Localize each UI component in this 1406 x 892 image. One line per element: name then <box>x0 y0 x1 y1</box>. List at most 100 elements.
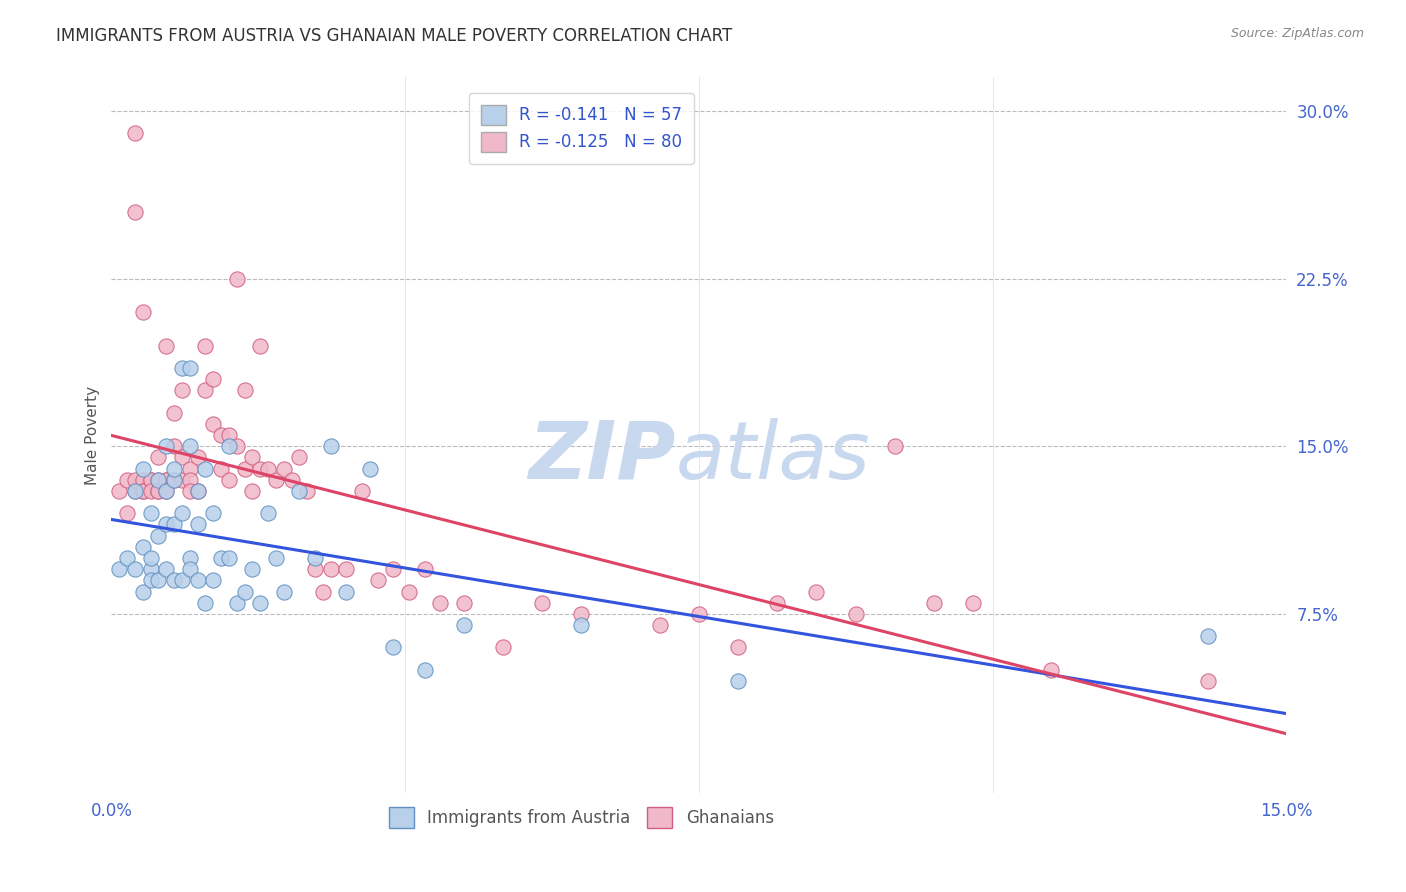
Point <box>233 584 256 599</box>
Point <box>806 584 828 599</box>
Point <box>382 640 405 655</box>
Point <box>257 506 280 520</box>
Point <box>179 483 201 498</box>
Point <box>132 461 155 475</box>
Point <box>139 473 162 487</box>
Y-axis label: Male Poverty: Male Poverty <box>86 385 100 484</box>
Text: IMMIGRANTS FROM AUSTRIA VS GHANAIAN MALE POVERTY CORRELATION CHART: IMMIGRANTS FROM AUSTRIA VS GHANAIAN MALE… <box>56 27 733 45</box>
Point <box>453 618 475 632</box>
Point <box>288 450 311 465</box>
Point <box>312 584 335 599</box>
Point <box>179 551 201 566</box>
Point <box>218 551 240 566</box>
Point <box>163 439 186 453</box>
Point <box>155 517 177 532</box>
Point <box>155 483 177 498</box>
Point <box>163 517 186 532</box>
Point <box>202 574 225 588</box>
Point <box>170 384 193 398</box>
Point <box>163 461 186 475</box>
Point <box>115 551 138 566</box>
Point <box>845 607 868 621</box>
Point <box>132 483 155 498</box>
Point <box>883 439 905 453</box>
Point <box>1197 629 1219 643</box>
Point <box>132 540 155 554</box>
Point <box>202 417 225 431</box>
Point <box>187 517 209 532</box>
Point <box>218 439 240 453</box>
Point <box>187 450 209 465</box>
Point <box>242 450 264 465</box>
Point <box>124 483 146 498</box>
Point <box>170 574 193 588</box>
Point <box>335 584 357 599</box>
Point <box>124 126 146 140</box>
Point <box>170 506 193 520</box>
Point <box>187 574 209 588</box>
Point <box>170 361 193 376</box>
Point <box>766 596 789 610</box>
Point <box>163 406 186 420</box>
Point <box>233 384 256 398</box>
Point <box>413 663 436 677</box>
Point <box>179 473 201 487</box>
Point <box>209 428 232 442</box>
Point <box>571 607 593 621</box>
Point <box>413 562 436 576</box>
Point <box>187 483 209 498</box>
Point <box>648 618 671 632</box>
Point <box>218 473 240 487</box>
Point <box>187 483 209 498</box>
Point <box>132 305 155 319</box>
Point <box>531 596 554 610</box>
Point <box>249 461 271 475</box>
Point <box>225 439 247 453</box>
Point <box>139 506 162 520</box>
Point <box>922 596 945 610</box>
Point <box>225 271 247 285</box>
Point <box>139 473 162 487</box>
Point <box>148 450 170 465</box>
Point <box>727 673 749 688</box>
Point <box>155 473 177 487</box>
Point <box>202 372 225 386</box>
Point <box>453 596 475 610</box>
Point <box>132 483 155 498</box>
Point <box>297 483 319 498</box>
Point <box>264 551 287 566</box>
Point <box>179 361 201 376</box>
Point <box>288 483 311 498</box>
Point <box>139 562 162 576</box>
Point <box>155 473 177 487</box>
Point <box>257 461 280 475</box>
Text: Source: ZipAtlas.com: Source: ZipAtlas.com <box>1230 27 1364 40</box>
Point <box>398 584 420 599</box>
Point <box>155 562 177 576</box>
Point <box>179 562 201 576</box>
Point <box>280 473 302 487</box>
Point <box>335 562 357 576</box>
Point <box>124 562 146 576</box>
Point <box>194 461 217 475</box>
Point <box>124 483 146 498</box>
Point <box>170 450 193 465</box>
Point <box>179 439 201 453</box>
Point <box>688 607 710 621</box>
Point <box>155 439 177 453</box>
Point <box>1197 673 1219 688</box>
Point <box>319 562 342 576</box>
Point <box>273 584 295 599</box>
Text: ZIP: ZIP <box>529 417 675 495</box>
Point <box>249 596 271 610</box>
Point <box>163 473 186 487</box>
Point <box>148 483 170 498</box>
Point <box>155 338 177 352</box>
Point <box>108 483 131 498</box>
Point <box>225 596 247 610</box>
Point <box>571 618 593 632</box>
Point <box>1040 663 1063 677</box>
Point <box>115 473 138 487</box>
Point <box>319 439 342 453</box>
Point <box>264 473 287 487</box>
